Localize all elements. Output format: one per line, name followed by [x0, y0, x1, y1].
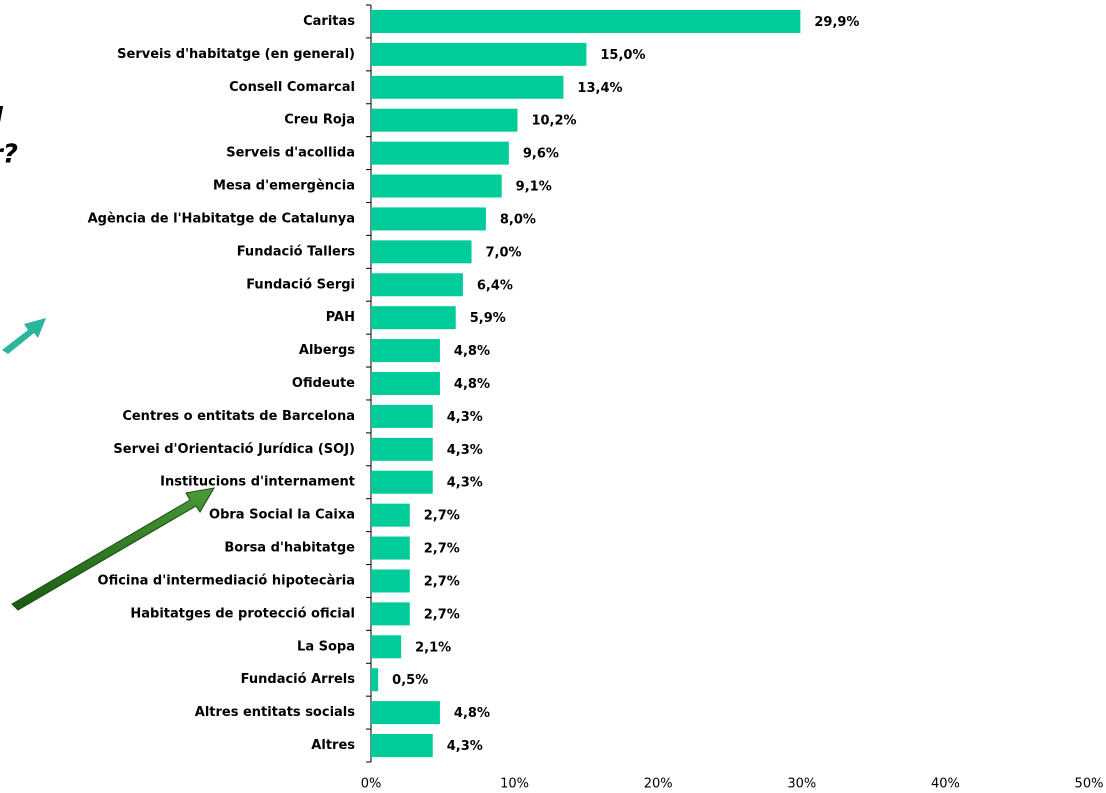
value-label: 2,7% [424, 574, 460, 589]
bar [371, 602, 410, 626]
category-label: Oficina d'intermediació hipotecària [98, 573, 355, 588]
category-label: Consell Comarcal [229, 80, 355, 95]
value-label: 4,8% [454, 377, 490, 392]
value-label: 2,7% [424, 542, 460, 557]
value-label: 9,6% [523, 147, 559, 162]
value-label: 2,7% [424, 607, 460, 622]
bar [371, 42, 587, 66]
bar [371, 503, 410, 527]
value-label: 8,0% [500, 212, 536, 227]
category-label: Fundació Sergi [246, 277, 355, 292]
annotation: r? [0, 140, 18, 170]
x-tick-label: 20% [644, 777, 673, 792]
bar [371, 339, 440, 363]
bar [371, 536, 410, 560]
category-label: Centres o entitats de Barcelona [122, 409, 355, 424]
bar [371, 273, 463, 297]
bar [371, 240, 472, 264]
value-label: 4,3% [447, 443, 483, 458]
value-label: 9,1% [516, 180, 552, 195]
category-label: Serveis d'habitatge (en general) [117, 47, 355, 62]
category-label: Albergs [299, 343, 355, 358]
category-label: Altres [311, 738, 355, 753]
arrow [2, 318, 46, 354]
bar [371, 141, 509, 165]
bar [371, 372, 440, 395]
value-label: 6,4% [477, 278, 513, 293]
bar [371, 306, 456, 330]
category-label: Creu Roja [284, 113, 355, 128]
bar [371, 668, 379, 692]
bar [371, 470, 433, 494]
value-label: 15,0% [600, 48, 645, 63]
bar [371, 569, 410, 593]
bar [371, 9, 801, 33]
category-label: Fundació Tallers [237, 244, 356, 259]
bar [371, 635, 402, 659]
category-label: Borsa d'habitatge [224, 541, 355, 556]
value-label: 4,8% [454, 706, 490, 721]
category-label: Fundació Arrels [241, 672, 356, 687]
x-tick-label: 40% [931, 777, 960, 792]
category-label: PAH [326, 310, 355, 325]
category-label: Institucions d'internament [160, 475, 355, 490]
bar [371, 404, 433, 428]
x-tick-label: 30% [787, 777, 816, 792]
value-label: 4,3% [447, 476, 483, 491]
category-label: Agència de l'Habitatge de Catalunya [88, 211, 355, 226]
category-label: Mesa d'emergència [213, 179, 355, 194]
category-label: Servei d'Orientació Jurídica (SOJ) [113, 442, 355, 457]
category-label: Ofideute [292, 376, 355, 391]
bar [371, 207, 486, 231]
annotation: l [0, 103, 4, 133]
bar [371, 734, 433, 758]
bar [371, 437, 433, 461]
category-label: Caritas [303, 14, 355, 29]
value-label: 4,3% [447, 410, 483, 425]
category-label: Obra Social la Caixa [209, 508, 355, 523]
bar [371, 174, 502, 198]
value-label: 4,8% [454, 344, 490, 359]
value-label: 13,4% [577, 81, 622, 96]
value-label: 10,2% [531, 114, 576, 129]
x-tick-label: 10% [500, 777, 529, 792]
category-label: La Sopa [297, 639, 355, 654]
value-label: 2,1% [415, 640, 451, 655]
value-label: 29,9% [814, 15, 859, 30]
value-label: 2,7% [424, 509, 460, 524]
value-label: 0,5% [392, 673, 428, 688]
value-label: 7,0% [486, 245, 522, 260]
x-tick-label: 50% [1075, 777, 1104, 792]
category-label: Altres entitats socials [195, 705, 355, 720]
value-label: 5,9% [470, 311, 506, 326]
value-label: 4,3% [447, 739, 483, 754]
arrow [11, 487, 215, 611]
category-label: Serveis d'acollida [226, 146, 355, 161]
category-label: Habitatges de protecció oficial [130, 606, 355, 621]
bar [371, 701, 440, 725]
x-tick-label: 0% [361, 777, 382, 792]
bar [371, 75, 564, 99]
bar [371, 108, 518, 132]
